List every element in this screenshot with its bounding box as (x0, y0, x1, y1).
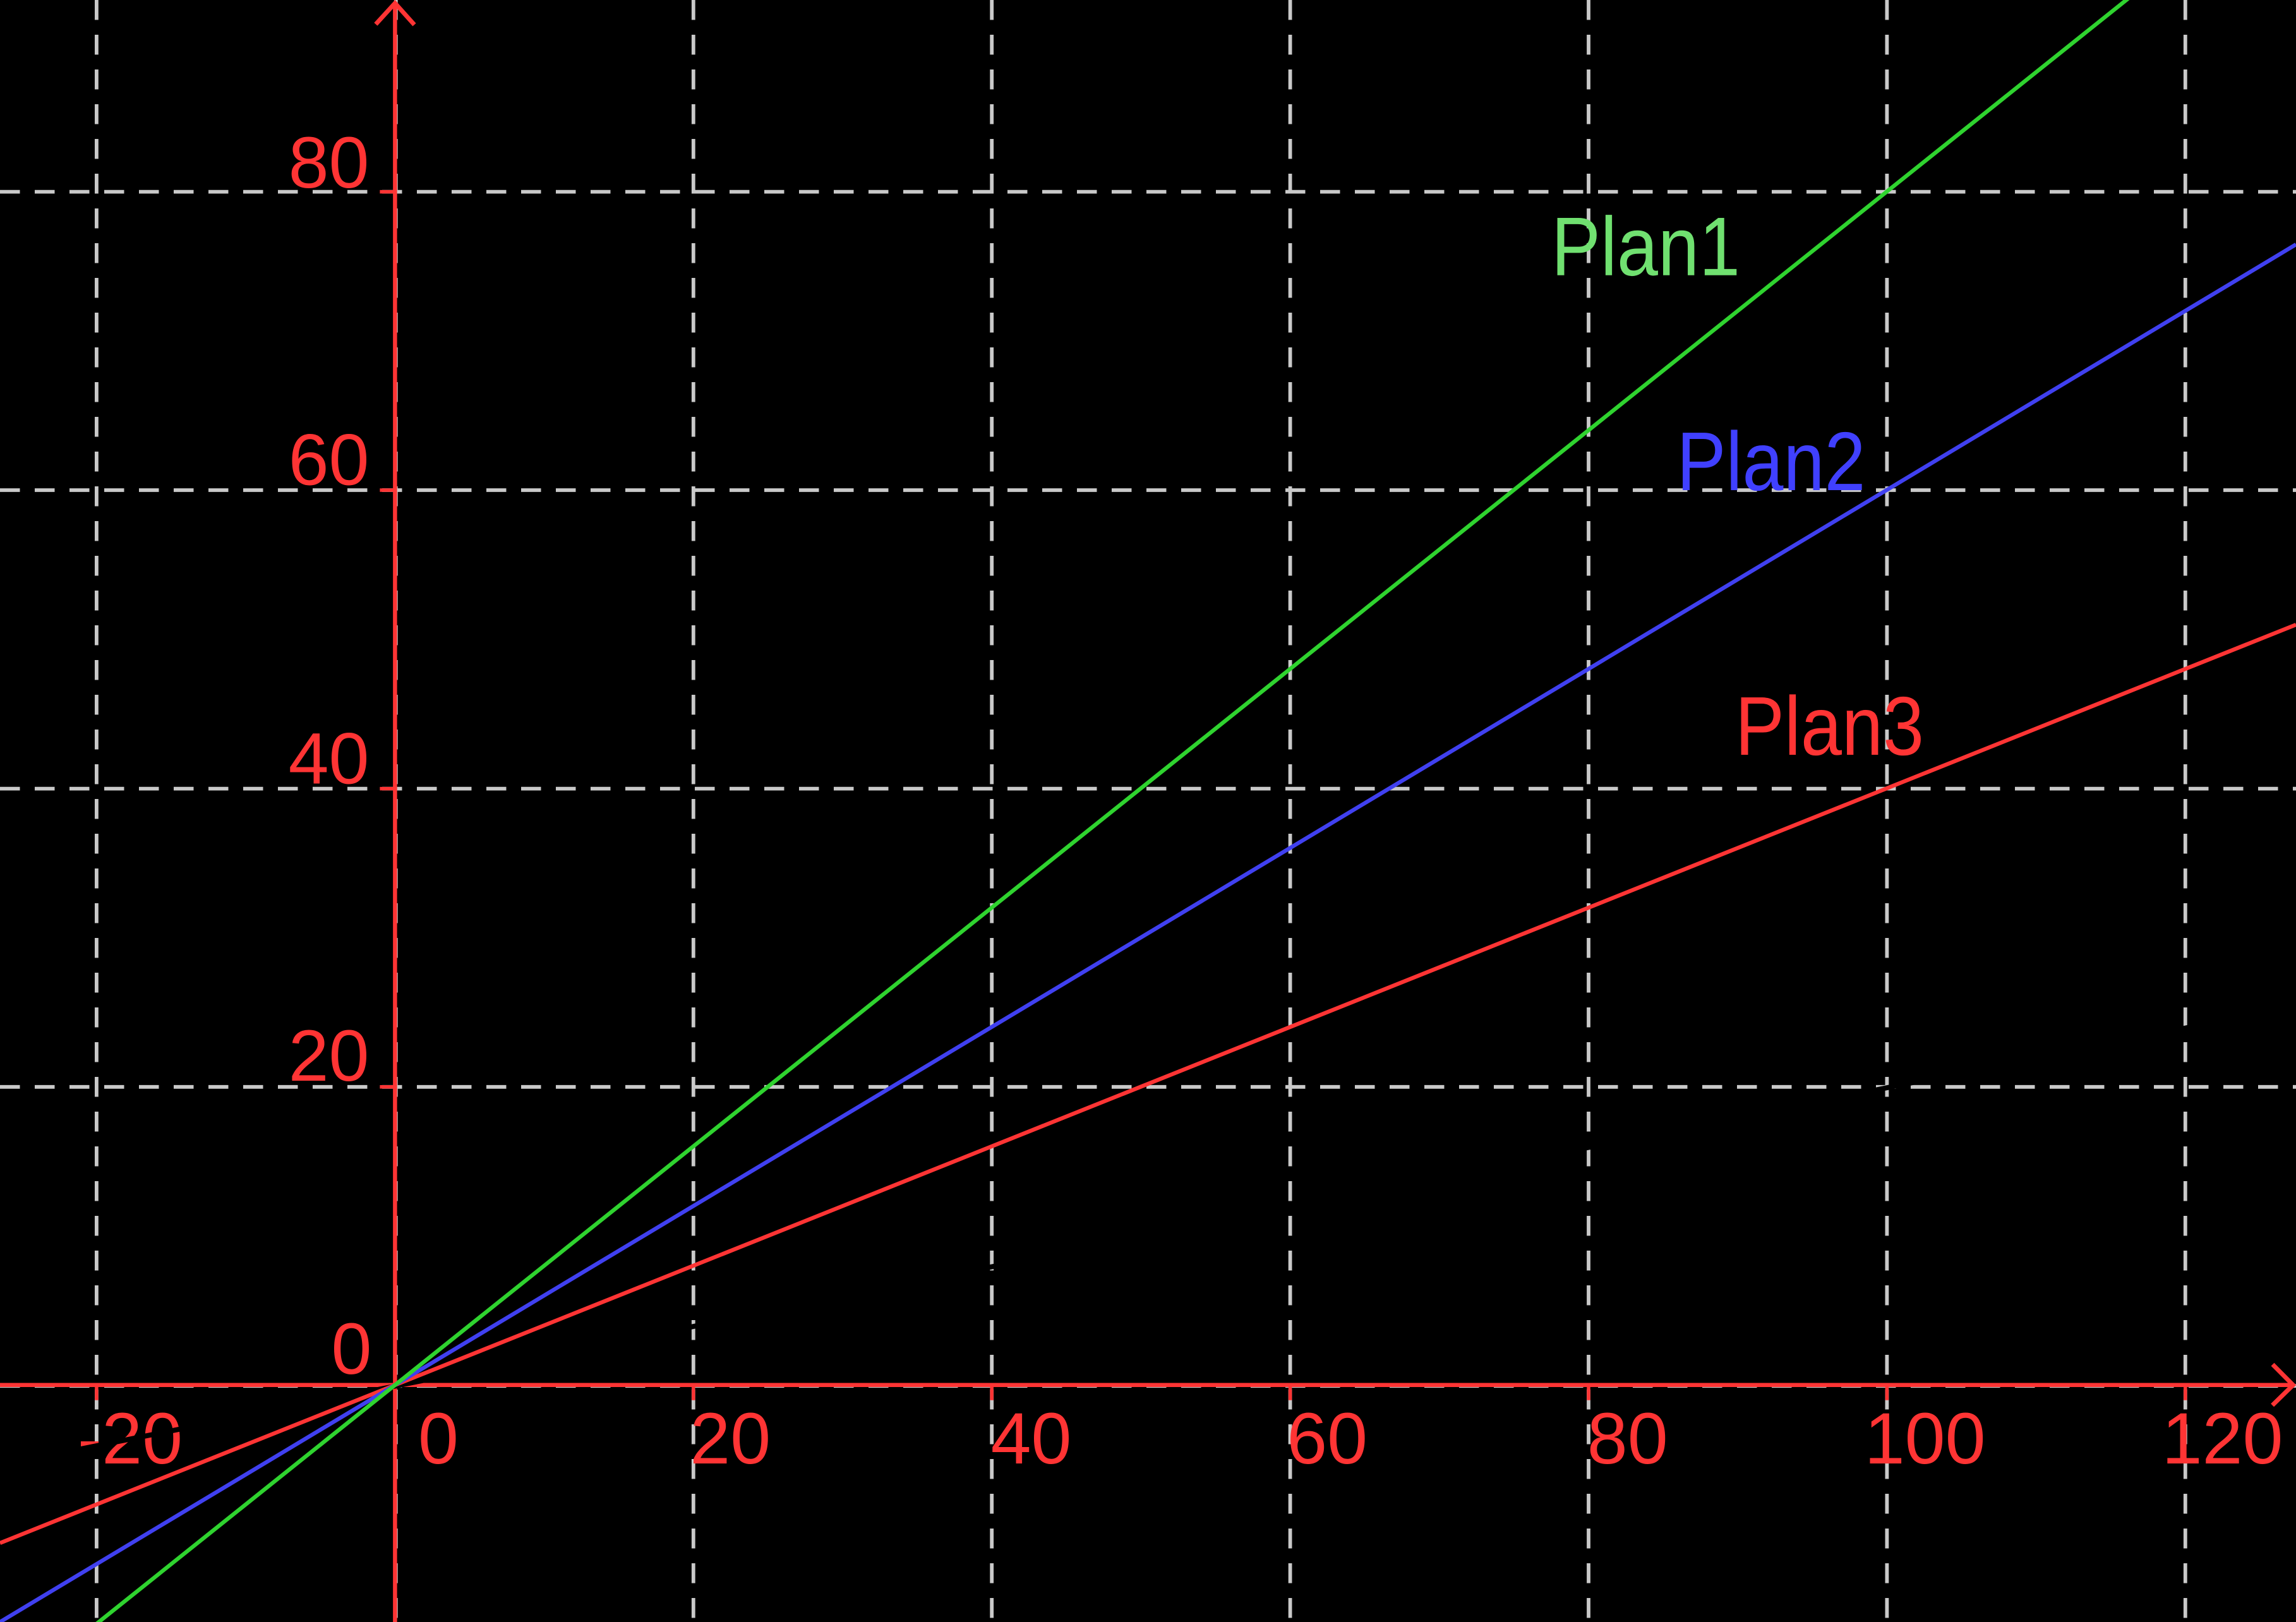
svg-text:60: 60 (1287, 1398, 1367, 1479)
svg-text:0: 0 (418, 1398, 459, 1479)
svg-text:20: 20 (289, 1016, 370, 1096)
svg-text:20: 20 (690, 1398, 771, 1479)
svg-text:80: 80 (289, 123, 370, 203)
svg-text:60: 60 (289, 420, 370, 501)
svg-text:100: 100 (1865, 1398, 1986, 1479)
svg-text:40: 40 (289, 719, 370, 800)
svg-text:0: 0 (332, 1309, 372, 1390)
svg-text:Plan2: Plan2 (1677, 415, 1866, 508)
svg-text:Plan3: Plan3 (1735, 680, 1924, 772)
svg-text:80: 80 (1587, 1398, 1668, 1479)
svg-text:40: 40 (991, 1398, 1072, 1479)
svg-text:120: 120 (2162, 1398, 2283, 1479)
svg-text:Plan1: Plan1 (1551, 200, 1740, 293)
